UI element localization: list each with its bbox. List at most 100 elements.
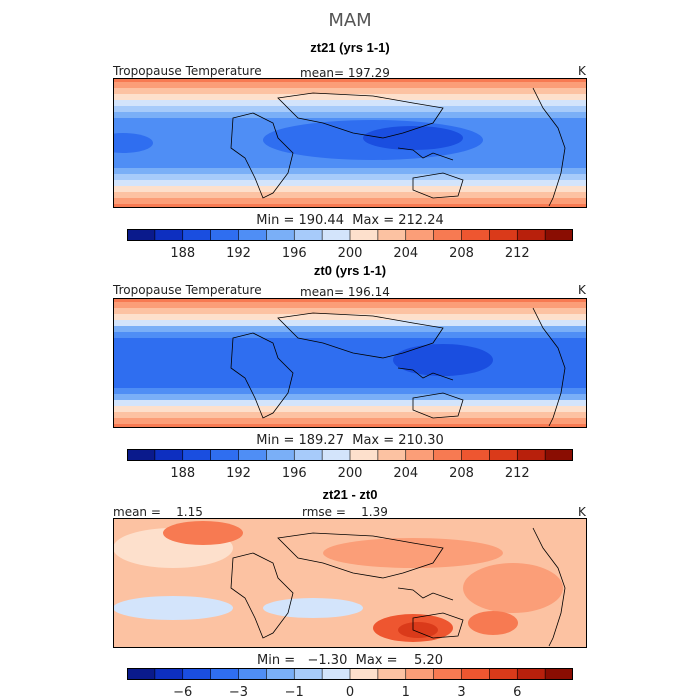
colorbar-tick-label: −6 <box>173 685 192 700</box>
colorbar-swatch <box>154 668 184 680</box>
colorbar-swatch <box>405 668 435 680</box>
panel-2-field-label: Tropopause Temperature <box>113 283 262 297</box>
colorbar-tick-label: −1 <box>285 685 304 700</box>
colorbar-tick-label: 6 <box>513 685 521 700</box>
colorbar-swatch <box>405 229 435 241</box>
map-band <box>113 338 587 388</box>
colorbar-swatch <box>433 449 463 461</box>
colorbar-swatch <box>210 449 240 461</box>
panel-2-map <box>113 298 587 428</box>
panel-2-minmax: Min = 189.27 Max = 210.30 <box>256 433 444 448</box>
colorbar-swatch <box>405 449 435 461</box>
colorbar-tick-label: 212 <box>505 246 530 261</box>
coastlines <box>230 307 566 427</box>
panel-1-title: zt21 (yrs 1-1) <box>310 40 390 55</box>
colorbar-swatch <box>154 449 184 461</box>
colorbar-swatch <box>517 229 546 241</box>
colorbar-tick-label: 192 <box>226 466 251 481</box>
coastlines <box>230 87 566 207</box>
colorbar-tick-label: 200 <box>338 466 363 481</box>
colorbar-swatch <box>210 668 240 680</box>
coastlines <box>230 527 566 647</box>
colorbar-swatch <box>182 229 212 241</box>
colorbar-tick-label: 196 <box>282 246 307 261</box>
colorbar-swatch <box>154 229 184 241</box>
colorbar-swatch <box>182 449 212 461</box>
colorbar-swatch <box>182 668 212 680</box>
panel-1-field-label: Tropopause Temperature <box>113 64 262 78</box>
colorbar-swatch <box>322 229 351 241</box>
map-patch-warm <box>398 622 438 638</box>
map-frame <box>113 518 587 648</box>
panel-3-rmse: rmse = 1.39 <box>302 505 388 519</box>
panel-3-map <box>113 518 587 648</box>
colorbar-swatch <box>266 668 295 680</box>
colorbar-swatch <box>350 229 379 241</box>
colorbar-tick-label: 200 <box>338 246 363 261</box>
season-title: MAM <box>328 10 372 31</box>
colorbar-swatch <box>350 668 379 680</box>
panel-2-units: K <box>578 283 586 297</box>
colorbar-tick-label: 212 <box>505 466 530 481</box>
colorbar-tick-label: 204 <box>393 246 418 261</box>
panel-3-title: zt21 - zt0 <box>322 487 378 502</box>
colorbar-swatch <box>294 449 323 461</box>
map-frame <box>113 298 587 428</box>
colorbar-swatch <box>238 449 267 461</box>
colorbar-tick-label: −3 <box>229 685 248 700</box>
map-patch <box>463 563 563 613</box>
panel-1-units: K <box>578 64 586 78</box>
colorbar-swatch <box>489 668 518 680</box>
panel-2-colorbar: 188 192 196 200 204 208 212 <box>127 449 573 481</box>
panel-3-units: K <box>578 505 586 519</box>
map-patch <box>468 611 518 635</box>
colorbar-swatch <box>517 668 546 680</box>
map-patch <box>163 521 243 545</box>
colorbar-swatch <box>545 449 573 461</box>
map-patch <box>323 538 503 568</box>
panel-2-title: zt0 (yrs 1-1) <box>313 263 387 278</box>
colorbar-swatch <box>517 449 546 461</box>
colorbar-swatch <box>461 668 490 680</box>
panel-1-colorbar: 188 192 196 200 204 208 212 <box>127 229 573 261</box>
colorbar-swatch <box>294 668 323 680</box>
colorbar-swatch <box>322 668 351 680</box>
map-patch-cool <box>113 596 233 620</box>
colorbar-swatch <box>377 449 407 461</box>
colorbar-swatch <box>266 229 295 241</box>
colorbar-swatch <box>266 449 295 461</box>
colorbar-tick-label: 188 <box>170 466 195 481</box>
map-cold-core <box>393 344 493 376</box>
map-frame <box>113 78 587 208</box>
colorbar-swatch <box>350 449 379 461</box>
panel-3-mean: mean = 1.15 <box>113 505 203 519</box>
colorbar-tick-label: 0 <box>346 685 354 700</box>
colorbar-swatch <box>461 449 490 461</box>
panel-1-mean: mean= 197.29 <box>300 66 390 80</box>
colorbar-swatch <box>127 229 156 241</box>
colorbar-swatch <box>489 229 518 241</box>
colorbar-swatch <box>461 229 490 241</box>
colorbar-swatch <box>238 229 267 241</box>
colorbar-swatch <box>127 449 156 461</box>
colorbar-swatch <box>489 449 518 461</box>
colorbar-swatch <box>433 229 463 241</box>
colorbar-swatch <box>433 668 463 680</box>
colorbar-tick-label: 208 <box>449 246 474 261</box>
colorbar-swatch <box>210 229 240 241</box>
colorbar-swatch <box>545 668 573 680</box>
map-cold-core <box>363 126 463 150</box>
panel-1-minmax: Min = 190.44 Max = 212.24 <box>256 213 444 228</box>
colorbar-swatch <box>377 229 407 241</box>
colorbar-swatch <box>294 229 323 241</box>
map-cold-core <box>113 133 153 153</box>
colorbar-tick-label: 196 <box>282 466 307 481</box>
colorbar-swatch <box>238 668 267 680</box>
colorbar-tick-label: 204 <box>393 466 418 481</box>
colorbar-swatch <box>377 668 407 680</box>
colorbar-tick-label: 192 <box>226 246 251 261</box>
colorbar-tick-label: 208 <box>449 466 474 481</box>
panel-3-minmax: Min = −1.30 Max = 5.20 <box>257 653 443 668</box>
map-patch-cool <box>263 598 363 618</box>
colorbar-tick-label: 1 <box>402 685 410 700</box>
